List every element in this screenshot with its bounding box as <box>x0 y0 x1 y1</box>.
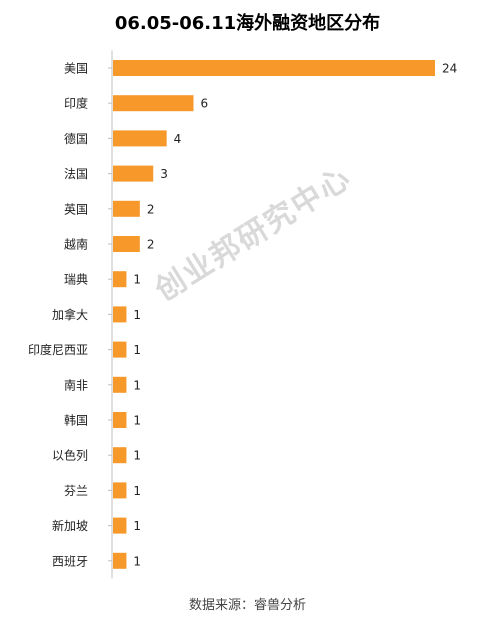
value-label: 1 <box>133 273 141 287</box>
category-label: 南非 <box>64 377 88 392</box>
bar <box>113 341 127 358</box>
category-label: 西班牙 <box>52 554 88 568</box>
value-label: 3 <box>160 167 168 181</box>
bar <box>113 447 127 464</box>
category-label: 新加坡 <box>52 518 88 533</box>
value-label: 1 <box>133 449 141 463</box>
bar <box>113 165 154 182</box>
category-label: 芬兰 <box>64 484 88 498</box>
value-label: 1 <box>133 343 141 357</box>
value-label: 1 <box>133 554 141 568</box>
category-label: 印度尼西亚 <box>28 342 88 357</box>
bar <box>113 552 127 569</box>
value-label: 1 <box>133 308 141 322</box>
value-label: 1 <box>133 484 141 498</box>
value-label: 4 <box>174 132 182 146</box>
category-label: 印度 <box>64 96 88 111</box>
bar <box>113 517 127 534</box>
bar <box>113 376 127 393</box>
value-label: 2 <box>147 238 155 252</box>
bar <box>113 60 435 76</box>
category-label: 加拿大 <box>52 307 88 322</box>
category-label: 德国 <box>64 131 88 146</box>
category-label: 瑞典 <box>64 273 88 287</box>
bar <box>113 130 167 147</box>
bar <box>113 271 127 288</box>
category-label: 英国 <box>64 202 88 216</box>
category-label: 越南 <box>64 237 88 252</box>
category-label: 韩国 <box>64 413 88 428</box>
source-note: 数据来源：睿兽分析 <box>188 598 306 613</box>
bar <box>113 412 127 428</box>
value-label: 1 <box>133 414 141 428</box>
category-label: 法国 <box>64 167 88 181</box>
value-label: 6 <box>201 97 209 111</box>
value-label: 1 <box>133 378 141 392</box>
chart-title: 06.05-06.11海外融资地区分布 <box>114 13 381 34</box>
value-label: 1 <box>133 519 141 533</box>
bar <box>113 200 140 217</box>
bar <box>113 306 127 323</box>
bar <box>113 236 140 252</box>
value-label: 24 <box>442 62 457 76</box>
value-label: 2 <box>147 202 155 216</box>
category-label: 美国 <box>64 62 88 76</box>
category-label: 以色列 <box>52 449 88 463</box>
bar <box>113 482 127 499</box>
bar <box>113 95 194 112</box>
